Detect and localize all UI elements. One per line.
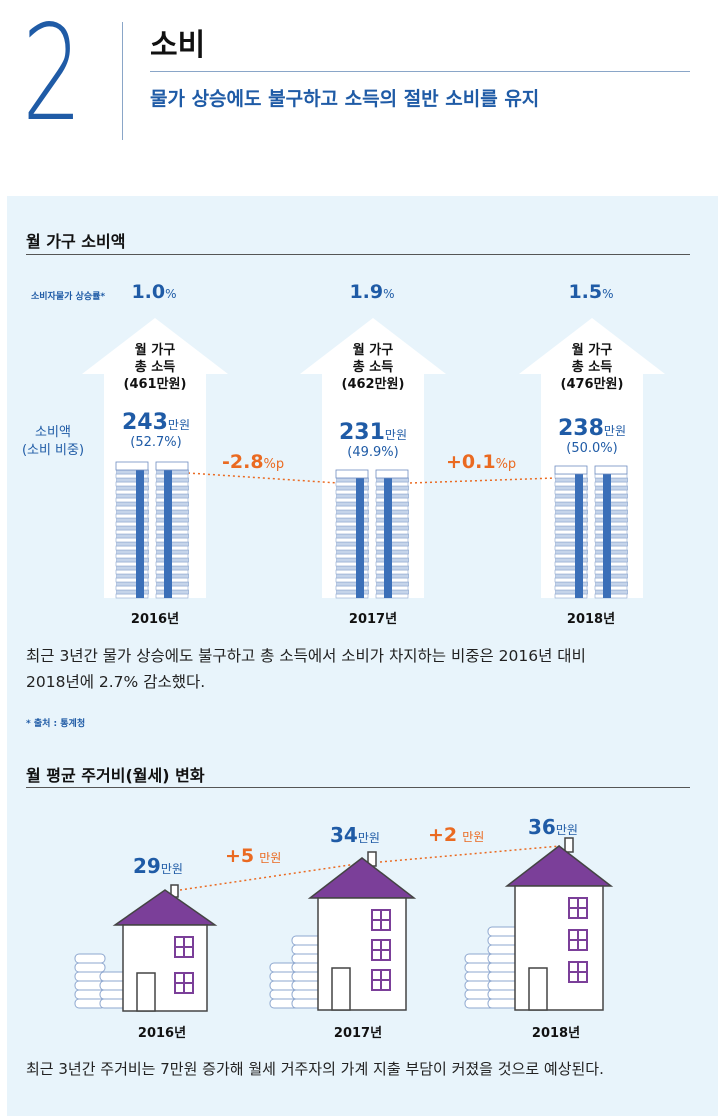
consumption-amount-2016: 243만원 (52.7%) bbox=[121, 410, 191, 450]
consumption-amount-2018: 238만원 (50.0%) bbox=[557, 416, 627, 456]
income-label-2018: 월 가구 총 소득 (476만원) bbox=[560, 343, 624, 392]
coin-stack-2 bbox=[269, 935, 323, 1009]
source-note: * 출처 : 통계청 bbox=[26, 719, 86, 729]
rent-trend-line-1 bbox=[179, 861, 371, 891]
section1-title: 월 가구 소비액 bbox=[26, 232, 126, 251]
rent-year-2017: 2017년 bbox=[333, 1026, 383, 1041]
rent-value-2018: 36만원 bbox=[528, 815, 578, 839]
rent-change-1: +5 만원 bbox=[225, 845, 282, 867]
trend-line-2 bbox=[409, 477, 557, 484]
header-divider-horizontal bbox=[150, 71, 690, 72]
cpi-value-2018: 1.5% bbox=[568, 281, 614, 303]
money-stack-2 bbox=[335, 469, 409, 599]
header-divider-vertical bbox=[122, 22, 123, 140]
coin-stack-3 bbox=[464, 926, 519, 1009]
year-label-2016: 2016년 bbox=[130, 612, 180, 627]
income-label-2016: 월 가구 총 소득 (461만원) bbox=[123, 343, 187, 392]
share-change-1: -2.8%p bbox=[222, 451, 285, 473]
rent-trend-line-2 bbox=[379, 845, 561, 863]
coin-stack-1 bbox=[74, 953, 131, 1009]
year-label-2017: 2017년 bbox=[348, 612, 398, 627]
section1-description: 최근 3년간 물가 상승에도 불구하고 총 소득에서 소비가 차지하는 비중은 … bbox=[26, 647, 586, 691]
page-subtitle: 물가 상승에도 불구하고 소득의 절반 소비를 유지 bbox=[150, 88, 540, 110]
consumption-label: 소비액 (소비 비중) bbox=[21, 425, 85, 458]
chapter-number: 2 bbox=[22, 0, 83, 151]
cpi-value-2016: 1.0% bbox=[131, 281, 177, 303]
rent-year-2018: 2018년 bbox=[531, 1026, 581, 1041]
share-change-2: +0.1%p bbox=[446, 451, 517, 473]
rent-value-2016: 29만원 bbox=[133, 854, 183, 878]
house-2016 bbox=[112, 884, 218, 1012]
trend-line-1 bbox=[187, 472, 339, 484]
money-stack-1 bbox=[115, 461, 189, 599]
rent-value-2017: 34만원 bbox=[330, 823, 380, 847]
cpi-label: 소비자물가 상승률* bbox=[31, 292, 106, 302]
section2-description: 최근 3년간 주거비는 7만원 증가해 월세 거주자의 가계 지출 부담이 커졌… bbox=[26, 1060, 604, 1078]
page-title: 소비 bbox=[150, 28, 206, 63]
consumption-amount-2017: 231만원 (49.9%) bbox=[338, 420, 408, 460]
cpi-value-2017: 1.9% bbox=[349, 281, 395, 303]
housing-illustration bbox=[74, 837, 614, 1012]
house-2017 bbox=[307, 851, 417, 1011]
consumption-stacks bbox=[115, 461, 628, 599]
section1-rule bbox=[26, 254, 690, 255]
money-stack-3 bbox=[554, 465, 628, 599]
rent-change-2: +2 만원 bbox=[428, 824, 485, 846]
income-label-2017: 월 가구 총 소득 (462만원) bbox=[341, 343, 405, 392]
year-label-2018: 2018년 bbox=[566, 612, 616, 627]
rent-year-2016: 2016년 bbox=[137, 1026, 187, 1041]
section2-rule bbox=[26, 787, 690, 788]
section2-title: 월 평균 주거비(월세) 변화 bbox=[26, 766, 205, 785]
house-2018 bbox=[504, 837, 614, 1011]
